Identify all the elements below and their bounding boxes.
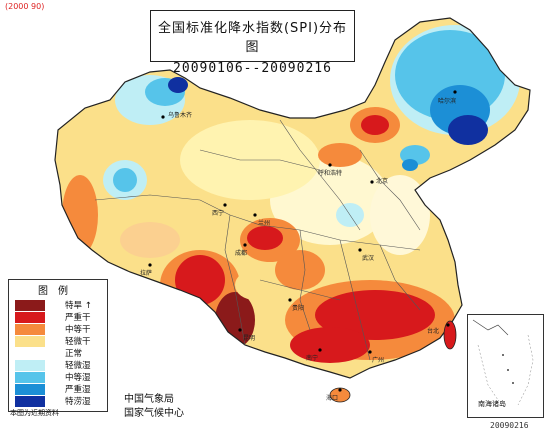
city-label: 成都	[235, 250, 248, 257]
legend-item: 轻微干	[15, 336, 105, 347]
legend-swatch	[15, 324, 45, 335]
map-period: 20090106--20090216	[173, 61, 332, 76]
city-label: 贵阳	[292, 305, 305, 312]
country-border	[54, 17, 531, 379]
city-label: 西宁	[212, 210, 225, 217]
legend-item: 中等湿	[15, 372, 105, 383]
south-china-sea-inset: 南海诸岛	[467, 314, 544, 418]
city-label: 拉萨	[140, 270, 153, 277]
city-label: 台北	[427, 328, 440, 335]
hainan-island	[329, 387, 351, 403]
legend-label: 正常	[65, 349, 83, 359]
legend-swatch	[15, 300, 45, 311]
city-label: 昆明	[243, 335, 256, 342]
legend-item: 特涝湿	[15, 396, 105, 407]
city-markers	[148, 90, 457, 392]
legend-label: 特旱 ↑	[65, 301, 92, 311]
city-label: 海口	[326, 395, 339, 402]
legend-label: 严重干	[65, 313, 91, 323]
legend-title: 图例	[38, 286, 78, 297]
legend-label: 轻微湿	[65, 361, 91, 371]
legend-swatch	[15, 336, 45, 347]
legend-item: 特旱 ↑	[15, 300, 105, 311]
legend-swatch	[15, 372, 45, 383]
legend-label: 轻微干	[65, 337, 91, 347]
date-stamp: 20090216	[490, 421, 529, 430]
legend-label: 中等湿	[65, 373, 91, 383]
inset-label: 南海诸岛	[478, 400, 506, 408]
legend: 图例 特旱 ↑ 严重干 中等干 轻微干 正常 轻微湿 中等湿	[8, 279, 108, 412]
city-label: 兰州	[258, 220, 271, 227]
city-label: 哈尔滨	[438, 98, 457, 105]
credit-center: 国家气候中心	[124, 408, 184, 419]
legend-label: 中等干	[65, 325, 91, 335]
city-label: 武汉	[362, 255, 375, 262]
legend-item: 严重湿	[15, 384, 105, 395]
city-label: 南宁	[306, 355, 319, 362]
credit-agency: 中国气象局	[124, 394, 174, 405]
legend-swatch	[15, 396, 45, 407]
city-label: 乌鲁木齐	[168, 112, 193, 119]
legend-label: 严重湿	[65, 385, 91, 395]
legend-item: 中等干	[15, 324, 105, 335]
legend-swatch	[15, 348, 45, 359]
city-label: 呼和浩特	[318, 170, 343, 177]
taiwan-island	[443, 320, 457, 350]
city-label: 广州	[372, 357, 385, 364]
legend-swatch	[15, 312, 45, 323]
watermark-text: (2000 90)	[5, 2, 45, 11]
legend-item: 轻微湿	[15, 360, 105, 371]
legend-item: 严重干	[15, 312, 105, 323]
inset-map	[472, 319, 534, 406]
province-borders	[94, 119, 421, 361]
legend-swatch	[15, 360, 45, 371]
city-label: 北京	[376, 178, 389, 185]
map-title-box: 全国标准化降水指数(SPI)分布图 20090106--20090216	[150, 10, 355, 76]
legend-item: 正常	[15, 348, 105, 359]
legend-swatch	[15, 384, 45, 395]
legend-footer-note: 本图为近期资料	[10, 409, 59, 417]
map-title: 全国标准化降水指数(SPI)分布图	[157, 21, 348, 55]
legend-label: 特涝湿	[65, 397, 91, 407]
